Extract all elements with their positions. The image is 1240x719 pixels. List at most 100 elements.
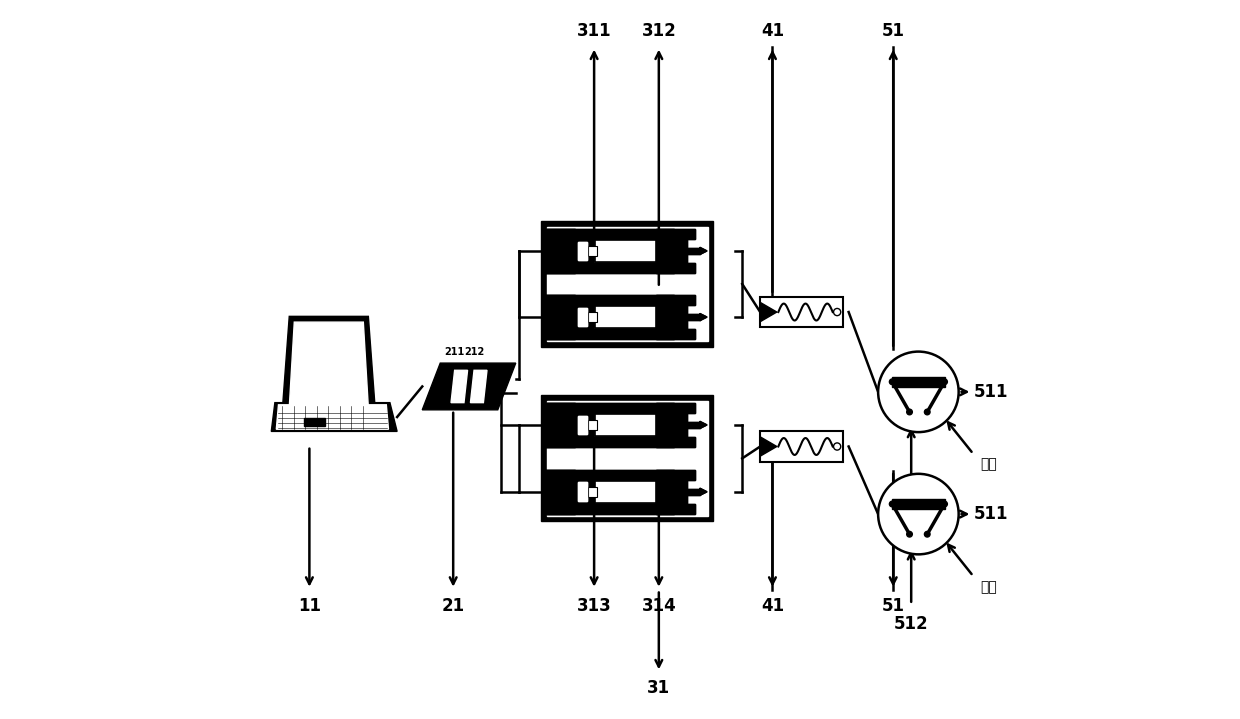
Bar	[673, 239, 687, 263]
Polygon shape	[289, 322, 368, 408]
Bar	[574, 480, 593, 504]
Bar	[760, 431, 843, 462]
Bar	[656, 403, 673, 447]
Text: 31: 31	[647, 679, 671, 697]
Bar	[673, 480, 687, 504]
Circle shape	[833, 308, 841, 316]
Text: 512: 512	[894, 493, 929, 511]
Polygon shape	[699, 247, 707, 255]
Bar	[588, 312, 596, 322]
Bar	[544, 329, 696, 339]
Bar	[595, 414, 656, 436]
Bar	[595, 414, 656, 436]
Circle shape	[906, 409, 913, 415]
Bar	[687, 314, 699, 320]
Bar	[687, 422, 699, 428]
Polygon shape	[699, 313, 707, 321]
Polygon shape	[451, 370, 467, 403]
Bar	[588, 246, 596, 256]
Bar	[588, 246, 596, 256]
Bar	[578, 482, 587, 501]
Bar	[544, 470, 574, 514]
Bar	[687, 248, 699, 254]
Bar	[760, 297, 843, 327]
Bar	[574, 239, 593, 263]
Bar	[595, 306, 656, 328]
Text: 21: 21	[441, 597, 465, 615]
Bar	[304, 418, 325, 426]
Circle shape	[941, 379, 947, 385]
Bar	[541, 221, 713, 347]
Bar	[656, 470, 673, 514]
Bar	[544, 403, 574, 447]
Bar	[687, 489, 699, 495]
Text: 11: 11	[298, 597, 321, 615]
Bar	[578, 242, 587, 260]
Polygon shape	[699, 313, 707, 321]
Polygon shape	[699, 488, 707, 495]
Circle shape	[925, 409, 930, 415]
Bar	[687, 489, 699, 495]
Bar	[588, 312, 596, 322]
Bar	[544, 263, 696, 273]
Bar	[544, 403, 696, 413]
Bar	[544, 329, 696, 339]
Bar	[578, 482, 587, 501]
Bar	[595, 481, 656, 503]
Bar	[544, 437, 696, 447]
Bar	[595, 306, 656, 328]
Circle shape	[925, 531, 930, 537]
Polygon shape	[423, 363, 516, 410]
Text: 废液: 废液	[981, 580, 997, 594]
Circle shape	[833, 443, 841, 450]
Bar	[574, 413, 593, 437]
Polygon shape	[699, 247, 707, 255]
Bar	[544, 403, 696, 413]
Text: 212: 212	[464, 347, 484, 357]
Bar	[578, 308, 587, 326]
Text: 511: 511	[973, 505, 1008, 523]
Bar	[544, 504, 696, 514]
Bar	[595, 481, 656, 503]
Bar	[588, 420, 596, 430]
Bar	[578, 242, 587, 260]
Polygon shape	[277, 405, 388, 429]
Polygon shape	[699, 421, 707, 429]
Text: 51: 51	[882, 22, 905, 40]
Polygon shape	[281, 316, 376, 413]
Bar	[574, 305, 593, 329]
Text: 314: 314	[641, 597, 676, 615]
Bar	[544, 229, 696, 239]
Bar	[544, 470, 696, 480]
Bar	[574, 480, 593, 504]
Text: 41: 41	[761, 597, 784, 615]
Bar	[673, 480, 687, 504]
Text: 51: 51	[882, 597, 905, 615]
Circle shape	[889, 501, 895, 507]
Bar	[893, 377, 945, 387]
Bar	[656, 295, 673, 339]
Text: 废液: 废液	[981, 457, 997, 472]
Bar	[656, 229, 673, 273]
Bar	[595, 240, 656, 262]
Bar	[656, 229, 673, 273]
Bar	[544, 263, 696, 273]
Bar	[687, 422, 699, 428]
Bar	[544, 295, 574, 339]
Bar	[893, 499, 945, 509]
Bar	[578, 308, 587, 326]
Bar	[574, 239, 593, 263]
Bar	[673, 239, 687, 263]
Text: 312: 312	[641, 22, 676, 40]
Text: 512: 512	[894, 615, 929, 633]
Circle shape	[889, 379, 895, 385]
Bar	[656, 470, 673, 514]
Circle shape	[906, 531, 913, 537]
Bar	[547, 227, 708, 341]
Bar	[544, 295, 696, 305]
Polygon shape	[699, 421, 707, 429]
Bar	[588, 487, 596, 497]
Bar	[656, 295, 673, 339]
Bar	[673, 413, 687, 437]
Polygon shape	[760, 437, 776, 456]
